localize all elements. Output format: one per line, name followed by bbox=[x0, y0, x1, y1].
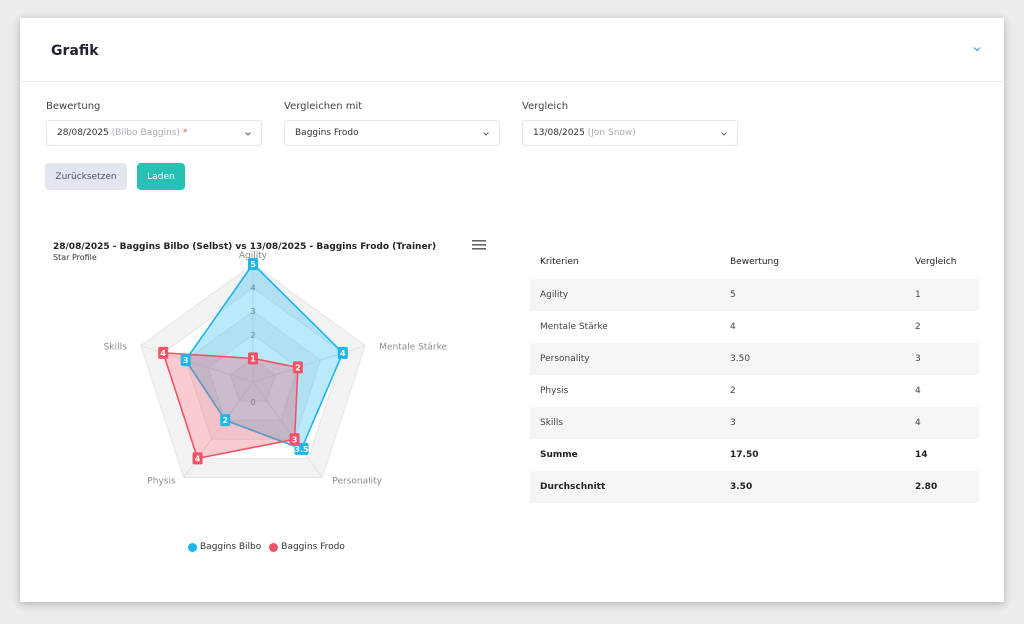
radar-chart: 0 2 3 4 Agility Mentale Stärke Personality Phys… bbox=[104, 251, 448, 486]
table-row: Agility 5 1 bbox=[530, 279, 979, 311]
cell-vergleich: 3 bbox=[915, 354, 921, 364]
vergleichen-mit-select[interactable]: Baggins Frodo bbox=[284, 120, 500, 146]
radar-data-label-box bbox=[294, 442, 309, 455]
panel-title: Grafik bbox=[51, 43, 99, 59]
header-kriterien: Kriterien bbox=[540, 257, 579, 267]
vergleich-label: Vergleich bbox=[522, 101, 569, 112]
cell-criterion: Personality bbox=[540, 354, 590, 364]
cell-summary-vergleich: 2.80 bbox=[915, 482, 938, 492]
chevron-down-icon bbox=[245, 132, 251, 136]
cell-bewertung: 2 bbox=[730, 386, 736, 396]
radar-data-label-box bbox=[248, 258, 258, 270]
radar-spoke bbox=[252, 381, 323, 478]
radar-data-label-box bbox=[180, 354, 191, 367]
radar-series-area bbox=[184, 262, 344, 450]
cell-vergleich: 4 bbox=[915, 418, 921, 428]
radar-data-label: 4 bbox=[160, 349, 166, 358]
radar-data-label: 1 bbox=[250, 354, 256, 363]
cell-summary-bewertung: 3.50 bbox=[730, 482, 753, 492]
radar-tick-label: 0 bbox=[250, 398, 255, 407]
vergleichen-mit-label: Vergleichen mit bbox=[284, 101, 363, 112]
chart-subtitle: Star Profile bbox=[53, 253, 97, 262]
table-row: Physis 2 4 bbox=[530, 375, 979, 407]
bewertung-sub: (Bilbo Baggins) bbox=[111, 128, 181, 138]
load-button[interactable]: Laden bbox=[137, 163, 185, 190]
radar-data-label: 5 bbox=[250, 260, 256, 269]
radar-data-label: 3.5 bbox=[294, 445, 309, 454]
radar-category-label: Physis bbox=[147, 476, 176, 486]
chart-legend: Baggins Bilbo Baggins Frodo bbox=[188, 542, 353, 552]
radar-data-label-box bbox=[192, 452, 203, 465]
radar-category-label: Personality bbox=[332, 476, 382, 486]
header-bewertung: Bewertung bbox=[730, 257, 779, 267]
bewertung-label: Bewertung bbox=[46, 101, 101, 112]
cell-vergleich: 4 bbox=[915, 386, 921, 396]
chevron-down-icon bbox=[483, 132, 489, 136]
cell-vergleich: 2 bbox=[915, 322, 921, 332]
reset-button[interactable]: Zurücksetzen bbox=[45, 163, 127, 190]
table-header: Kriterien Bewertung Vergleich bbox=[530, 246, 979, 279]
required-mark: * bbox=[182, 128, 188, 138]
radar-data-label-box bbox=[158, 346, 169, 359]
table-row: Skills 3 4 bbox=[530, 407, 979, 439]
comparison-table: Kriterien Bewertung Vergleich Agility 5 … bbox=[530, 246, 979, 503]
bewertung-select[interactable]: 28/08/2025 (Bilbo Baggins) * bbox=[46, 120, 262, 146]
summary-row-durchschnitt: Durchschnitt 3.50 2.80 bbox=[530, 471, 979, 503]
table-row: Personality 3.50 3 bbox=[530, 343, 979, 375]
radar-data-label-box bbox=[289, 433, 300, 446]
radar-data-label-box bbox=[220, 414, 231, 427]
radar-data-label: 4 bbox=[195, 454, 201, 463]
radar-tick-label: 3 bbox=[250, 307, 255, 316]
legend-label-bilbo: Baggins Bilbo bbox=[200, 542, 262, 552]
vergleich-select[interactable]: 13/08/2025 (Jon Snow) bbox=[522, 120, 738, 146]
radar-data-label: 3 bbox=[183, 356, 189, 365]
legend-label-frodo: Baggins Frodo bbox=[281, 542, 345, 552]
vergleich-value: 13/08/2025 bbox=[533, 128, 585, 138]
cell-summary-label: Durchschnitt bbox=[540, 482, 606, 492]
summary-row-summe: Summe 17.50 14 bbox=[530, 439, 979, 471]
cell-vergleich: 1 bbox=[915, 290, 921, 300]
cell-bewertung: 3 bbox=[730, 418, 736, 428]
cell-criterion: Physis bbox=[540, 386, 569, 396]
cell-criterion: Mentale Stärke bbox=[540, 322, 608, 332]
cell-bewertung: 5 bbox=[730, 290, 736, 300]
bewertung-value: 28/08/2025 bbox=[57, 128, 109, 138]
cell-criterion: Skills bbox=[540, 418, 564, 428]
cell-summary-bewertung: 17.50 bbox=[730, 450, 759, 460]
radar-data-label: 4 bbox=[340, 349, 346, 358]
radar-data-label: 2 bbox=[295, 363, 301, 372]
grafik-panel: Grafik Bewertung 28/08/2025 (Bilbo Baggi… bbox=[20, 18, 1004, 602]
radar-data-label-box bbox=[292, 361, 303, 374]
cell-summary-label: Summe bbox=[540, 450, 578, 460]
chart-title: 28/08/2025 - Baggins Bilbo (Selbst) vs 1… bbox=[53, 242, 437, 252]
cell-criterion: Agility bbox=[540, 290, 569, 300]
vergleich-sub: (Jon Snow) bbox=[587, 128, 636, 138]
chevron-down-icon[interactable] bbox=[972, 45, 982, 53]
radar-category-label: Agility bbox=[239, 251, 268, 261]
radar-data-label-box bbox=[248, 352, 258, 365]
legend-item-bilbo[interactable]: Baggins Bilbo bbox=[188, 542, 261, 552]
cell-bewertung: 3.50 bbox=[730, 354, 751, 364]
radar-data-label: 3 bbox=[292, 435, 298, 444]
legend-item-frodo[interactable]: Baggins Frodo bbox=[269, 542, 345, 552]
panel-header[interactable]: Grafik bbox=[20, 18, 1004, 82]
radar-category-label: Mentale Stärke bbox=[379, 343, 447, 353]
legend-dot-bilbo bbox=[188, 542, 197, 552]
radar-category-label: Skills bbox=[104, 343, 127, 353]
radar-data-label: 2 bbox=[222, 416, 228, 425]
header-vergleich: Vergleich bbox=[915, 257, 957, 267]
chevron-down-icon bbox=[721, 132, 727, 136]
chart-menu-icon[interactable] bbox=[472, 240, 486, 250]
table-row: Mentale Stärke 4 2 bbox=[530, 311, 979, 343]
radar-tick-label: 2 bbox=[250, 331, 255, 340]
radar-series-area bbox=[162, 351, 299, 460]
cell-summary-vergleich: 14 bbox=[915, 450, 928, 460]
radar-tick-label: 4 bbox=[250, 284, 255, 293]
legend-dot-frodo bbox=[269, 542, 279, 552]
vergleichen-mit-value: Baggins Frodo bbox=[295, 128, 359, 138]
cell-bewertung: 4 bbox=[730, 322, 736, 332]
radar-data-label-box bbox=[337, 346, 348, 359]
